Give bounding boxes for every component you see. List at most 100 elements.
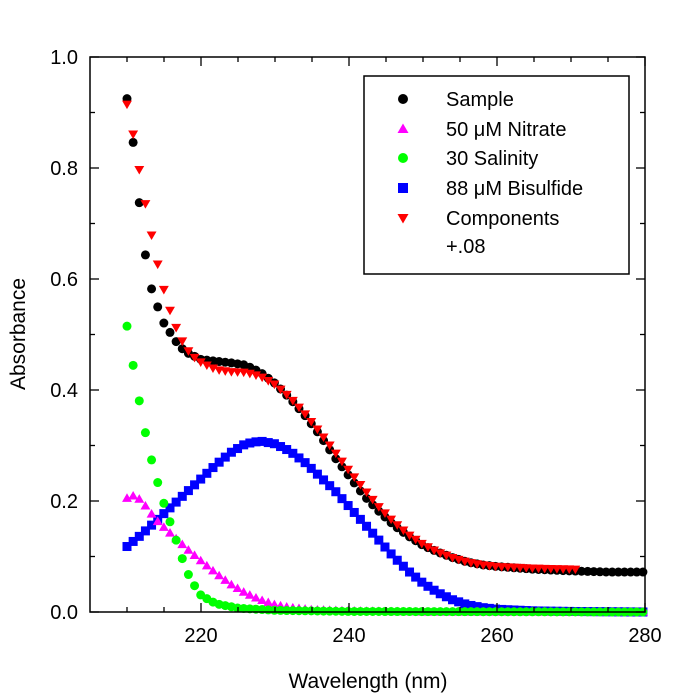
data-point	[183, 347, 194, 356]
data-point	[374, 535, 384, 545]
data-point	[269, 599, 280, 609]
data-point	[153, 478, 163, 488]
data-point	[405, 567, 415, 577]
data-point	[454, 597, 464, 607]
data-point	[122, 321, 132, 331]
data-point	[189, 353, 200, 363]
legend-label: Components	[446, 208, 559, 230]
data-point	[165, 306, 175, 316]
y-tick-label: 0.6	[50, 269, 78, 291]
data-point	[128, 536, 138, 546]
data-point	[177, 554, 187, 564]
data-point	[140, 250, 150, 260]
data-point	[373, 503, 384, 512]
data-point	[140, 500, 151, 510]
data-point	[343, 470, 353, 480]
data-point	[257, 436, 267, 446]
data-point	[196, 474, 206, 484]
data-point	[177, 491, 187, 501]
data-point	[233, 444, 243, 454]
data-point	[423, 581, 433, 591]
data-point	[208, 463, 218, 473]
data-point	[269, 380, 280, 390]
data-point	[398, 561, 408, 571]
data-point	[146, 231, 157, 240]
data-point	[349, 507, 359, 517]
data-point	[416, 539, 427, 549]
data-point	[392, 555, 402, 565]
data-point	[202, 468, 212, 478]
x-axis-label: Wavelength (nm)	[288, 670, 447, 693]
legend-marker	[398, 183, 408, 193]
data-point	[226, 447, 236, 457]
data-point	[165, 327, 175, 337]
y-axis-label: Absorbance	[7, 278, 30, 390]
data-point	[294, 403, 304, 413]
data-point	[171, 337, 181, 347]
data-point	[183, 486, 193, 496]
data-point	[435, 549, 446, 558]
data-point	[208, 565, 218, 575]
data-point	[214, 457, 224, 467]
data-point	[312, 469, 322, 479]
series-30-salinity	[122, 321, 648, 617]
y-tick-label: 1.0	[50, 47, 78, 69]
data-point	[245, 438, 255, 448]
data-point	[158, 285, 169, 295]
series-components-08	[122, 100, 581, 575]
data-point	[337, 462, 347, 472]
data-point	[355, 480, 366, 490]
data-point	[398, 526, 409, 536]
data-point	[122, 542, 132, 552]
data-point	[147, 455, 157, 465]
data-point	[362, 521, 372, 531]
data-point	[251, 592, 261, 602]
legend-label: 30 Salinity	[446, 148, 538, 170]
data-point	[214, 570, 225, 580]
data-point	[337, 457, 347, 467]
data-point	[441, 551, 452, 561]
data-point	[392, 521, 403, 530]
data-point	[411, 572, 421, 582]
data-point	[429, 546, 440, 556]
data-point	[288, 448, 298, 458]
data-point	[404, 531, 415, 541]
data-point	[638, 567, 648, 577]
data-point	[263, 438, 273, 448]
legend: Sample 50 μM Nitrate 30 Salinity 88 μM Bisu…	[363, 75, 630, 275]
data-point	[417, 577, 427, 587]
data-point	[152, 516, 163, 526]
plot-marks	[122, 94, 648, 617]
data-point	[349, 473, 360, 482]
data-point	[159, 498, 169, 508]
data-point	[312, 425, 323, 435]
data-point	[324, 441, 335, 451]
data-point	[343, 465, 354, 475]
legend-marker	[398, 153, 408, 163]
data-point	[171, 497, 181, 507]
data-point	[152, 260, 163, 270]
data-point	[306, 417, 317, 427]
data-point	[355, 514, 365, 524]
data-point	[128, 490, 139, 500]
data-point	[306, 463, 316, 473]
data-point	[238, 587, 249, 596]
data-point	[189, 550, 200, 559]
data-point	[220, 452, 230, 462]
data-point	[165, 517, 175, 527]
data-point	[300, 410, 311, 419]
legend-label: 50 μM Nitrate	[446, 119, 566, 141]
data-point	[570, 565, 581, 575]
data-point	[349, 478, 359, 488]
data-point	[239, 440, 249, 450]
data-point	[147, 520, 157, 530]
legend-marker	[397, 123, 409, 133]
data-point	[429, 585, 439, 595]
data-point	[275, 385, 286, 395]
data-point	[140, 200, 151, 209]
data-point	[423, 543, 433, 552]
data-point	[195, 358, 206, 367]
data-point	[190, 480, 200, 490]
y-tick-label: 0.0	[50, 602, 78, 624]
